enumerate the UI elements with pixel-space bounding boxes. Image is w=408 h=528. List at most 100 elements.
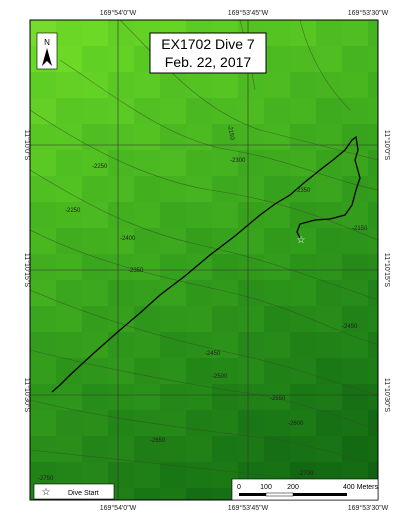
- top-coordinate: 169°54'0"W: [100, 9, 137, 17]
- contour-label: -2150: [226, 124, 235, 141]
- contour-label: -2450: [342, 324, 358, 330]
- depth-tile: [186, 436, 213, 463]
- north-label: N: [44, 38, 50, 47]
- depth-tile: [30, 202, 57, 229]
- depth-tile: [82, 202, 109, 229]
- depth-tile: [108, 332, 135, 359]
- depth-tile: [134, 410, 161, 437]
- depth-tile: [186, 358, 213, 385]
- left-coordinate: 11°10'0"S: [23, 130, 31, 161]
- depth-tile: [134, 124, 161, 151]
- depth-tile: [238, 410, 265, 437]
- depth-tile: [342, 46, 369, 73]
- depth-tile: [342, 280, 369, 307]
- left-coordinate: 11°10'15"S: [23, 253, 31, 287]
- depth-tile: [134, 332, 161, 359]
- depth-tile: [290, 124, 317, 151]
- depth-tile: [134, 462, 161, 489]
- depth-tile: [342, 384, 369, 411]
- depth-tile: [134, 72, 161, 99]
- depth-tile: [186, 72, 213, 99]
- depth-tile: [368, 254, 378, 281]
- depth-tile: [160, 150, 187, 177]
- depth-tile: [264, 202, 291, 229]
- depth-tile: [108, 228, 135, 255]
- depth-tile: [290, 202, 317, 229]
- depth-tile: [82, 332, 109, 359]
- depth-tile: [134, 176, 161, 203]
- depth-tile: [108, 124, 135, 151]
- depth-tile: [108, 98, 135, 125]
- bottom-coordinate: 169°53'45"W: [228, 504, 269, 512]
- depth-tile: [134, 280, 161, 307]
- depth-tile: [316, 332, 343, 359]
- depth-tile: [342, 202, 369, 229]
- depth-tile: [368, 358, 378, 385]
- contour-label: -2350: [295, 188, 311, 194]
- depth-tile: [316, 176, 343, 203]
- depth-tile: [160, 124, 187, 151]
- depth-tile: [238, 124, 265, 151]
- depth-tile: [186, 384, 213, 411]
- depth-tile: [56, 514, 83, 528]
- top-coordinate: 169°53'45"W: [228, 9, 269, 17]
- bottom-coordinate: 169°54'0"W: [100, 504, 137, 512]
- depth-tile: [238, 358, 265, 385]
- north-arrow: N: [36, 32, 58, 70]
- right-coordinate: 11°10'15"S: [383, 253, 391, 287]
- depth-tile: [290, 98, 317, 125]
- depth-tile: [56, 20, 83, 47]
- depth-tile: [368, 46, 378, 73]
- depth-tile: [238, 254, 265, 281]
- depth-tile: [316, 254, 343, 281]
- depth-tile: [316, 514, 343, 528]
- depth-tile: [264, 306, 291, 333]
- depth-tile: [186, 462, 213, 489]
- depth-tile: [238, 150, 265, 177]
- depth-tile: [56, 124, 83, 151]
- depth-tile: [342, 306, 369, 333]
- depth-tile: [30, 124, 57, 151]
- scale-label: 200: [287, 484, 299, 491]
- depth-tile: [368, 228, 378, 255]
- depth-tile: [264, 514, 291, 528]
- contour-label: -2700: [298, 471, 314, 477]
- depth-tile: [316, 280, 343, 307]
- depth-tile: [108, 436, 135, 463]
- depth-tile: [342, 436, 369, 463]
- depth-tile: [342, 98, 369, 125]
- depth-tile: [30, 410, 57, 437]
- contour-label: -2750: [38, 476, 54, 482]
- depth-tile: [160, 72, 187, 99]
- contour-label: -2600: [288, 421, 304, 427]
- depth-tile: [290, 514, 317, 528]
- depth-tile: [290, 176, 317, 203]
- depth-tile: [186, 280, 213, 307]
- depth-tile: [186, 254, 213, 281]
- depth-tile: [238, 436, 265, 463]
- depth-tile: [30, 98, 57, 125]
- depth-tile: [186, 98, 213, 125]
- depth-tile: [212, 514, 239, 528]
- depth-tile: [212, 176, 239, 203]
- bottom-coordinate: 169°53'30"W: [348, 504, 389, 512]
- depth-tile: [238, 98, 265, 125]
- depth-tile: [264, 384, 291, 411]
- depth-tile: [30, 280, 57, 307]
- depth-tile: [342, 20, 369, 47]
- contour-label: -2150: [352, 226, 368, 232]
- depth-tile: [212, 410, 239, 437]
- depth-tile: [238, 176, 265, 203]
- depth-tile: [56, 176, 83, 203]
- scale-bar: 0 100 200 400 Meters: [231, 478, 379, 501]
- depth-tile: [160, 202, 187, 229]
- subtitle: Feb. 22, 2017: [165, 54, 252, 70]
- depth-tile: [316, 20, 343, 47]
- depth-tile: [82, 176, 109, 203]
- depth-tile: [316, 228, 343, 255]
- scale-label: 0: [237, 484, 241, 491]
- contour-label: -2650: [150, 438, 166, 444]
- depth-tile: [368, 436, 378, 463]
- depth-tile: [316, 306, 343, 333]
- depth-tile: [264, 280, 291, 307]
